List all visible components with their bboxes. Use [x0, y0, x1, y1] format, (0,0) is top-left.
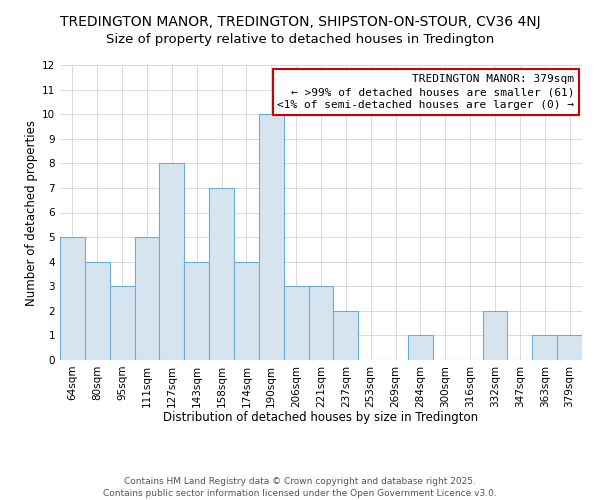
Text: Contains HM Land Registry data © Crown copyright and database right 2025.
Contai: Contains HM Land Registry data © Crown c… — [103, 476, 497, 498]
Bar — [408, 336, 433, 360]
Bar — [334, 311, 358, 360]
Bar — [482, 311, 508, 360]
Bar — [532, 336, 557, 360]
Bar — [85, 262, 110, 360]
Bar — [284, 286, 308, 360]
Bar — [234, 262, 259, 360]
Bar — [160, 164, 184, 360]
Bar — [134, 237, 160, 360]
Bar — [184, 262, 209, 360]
Bar — [60, 237, 85, 360]
Bar — [209, 188, 234, 360]
X-axis label: Distribution of detached houses by size in Tredington: Distribution of detached houses by size … — [163, 411, 479, 424]
Text: TREDINGTON MANOR, TREDINGTON, SHIPSTON-ON-STOUR, CV36 4NJ: TREDINGTON MANOR, TREDINGTON, SHIPSTON-O… — [59, 15, 541, 29]
Bar — [110, 286, 134, 360]
Text: TREDINGTON MANOR: 379sqm
← >99% of detached houses are smaller (61)
<1% of semi-: TREDINGTON MANOR: 379sqm ← >99% of detac… — [277, 74, 574, 110]
Bar — [259, 114, 284, 360]
Y-axis label: Number of detached properties: Number of detached properties — [25, 120, 38, 306]
Bar — [308, 286, 334, 360]
Bar — [557, 336, 582, 360]
Text: Size of property relative to detached houses in Tredington: Size of property relative to detached ho… — [106, 32, 494, 46]
